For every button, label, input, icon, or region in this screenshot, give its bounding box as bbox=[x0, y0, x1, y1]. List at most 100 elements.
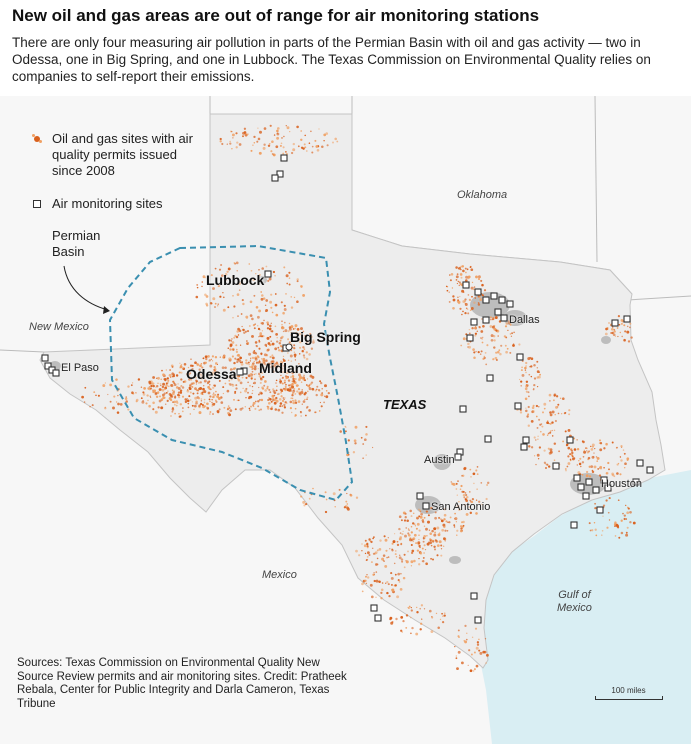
oil-gas-site bbox=[239, 381, 243, 385]
oil-gas-site bbox=[489, 318, 492, 321]
oil-gas-site bbox=[366, 556, 369, 558]
oil-gas-site bbox=[480, 337, 482, 339]
oil-gas-site bbox=[149, 395, 151, 397]
oil-gas-site bbox=[419, 628, 422, 631]
oil-gas-site bbox=[301, 350, 304, 352]
oil-gas-site bbox=[400, 558, 404, 561]
oil-gas-site bbox=[491, 325, 495, 329]
oil-gas-site bbox=[300, 495, 303, 498]
oil-gas-site bbox=[530, 357, 534, 361]
oil-gas-site bbox=[393, 562, 396, 565]
oil-gas-site bbox=[416, 611, 419, 614]
oil-gas-site bbox=[310, 130, 312, 133]
oil-gas-site bbox=[267, 407, 270, 410]
oil-gas-site bbox=[595, 456, 598, 458]
oil-gas-site bbox=[458, 284, 461, 287]
oil-gas-site bbox=[531, 410, 534, 414]
oil-gas-site bbox=[363, 544, 367, 548]
oil-gas-site bbox=[262, 146, 266, 150]
oil-gas-site bbox=[261, 267, 264, 270]
oil-gas-site bbox=[276, 127, 280, 130]
oil-gas-site bbox=[181, 395, 185, 398]
oil-gas-site bbox=[410, 515, 413, 518]
oil-gas-site bbox=[441, 528, 445, 532]
oil-gas-site bbox=[197, 397, 201, 400]
oil-gas-site bbox=[547, 432, 550, 435]
oil-gas-site bbox=[125, 396, 127, 398]
oil-gas-site bbox=[441, 612, 443, 615]
oil-gas-site bbox=[257, 137, 261, 141]
oil-gas-site bbox=[366, 546, 369, 549]
oil-gas-site bbox=[214, 393, 217, 396]
oil-gas-site bbox=[275, 362, 278, 365]
oil-gas-site bbox=[308, 497, 311, 500]
oil-gas-site bbox=[398, 556, 402, 560]
oil-gas-site bbox=[414, 525, 417, 527]
oil-gas-site bbox=[280, 362, 283, 365]
oil-gas-site bbox=[184, 400, 188, 404]
oil-gas-site bbox=[542, 433, 545, 436]
oil-gas-site bbox=[296, 300, 299, 303]
oil-gas-site bbox=[263, 143, 266, 146]
oil-gas-site bbox=[291, 371, 294, 375]
oil-gas-site bbox=[520, 369, 523, 372]
oil-gas-site bbox=[477, 295, 480, 298]
oil-gas-site bbox=[370, 595, 374, 599]
oil-gas-site bbox=[253, 360, 256, 363]
oil-gas-site bbox=[538, 418, 541, 421]
oil-gas-site bbox=[589, 529, 592, 532]
oil-gas-site bbox=[564, 430, 567, 433]
oil-gas-site bbox=[297, 400, 301, 403]
oil-gas-site bbox=[272, 388, 275, 391]
oil-gas-site bbox=[149, 387, 153, 390]
oil-gas-site bbox=[629, 322, 632, 325]
oil-gas-site bbox=[509, 323, 512, 326]
air-monitoring-site bbox=[474, 288, 482, 296]
oil-gas-site bbox=[273, 134, 276, 136]
oil-gas-site bbox=[179, 364, 182, 367]
oil-gas-site bbox=[291, 385, 295, 389]
oil-gas-site bbox=[81, 395, 84, 399]
oil-gas-site bbox=[371, 547, 374, 550]
oil-gas-site bbox=[272, 360, 274, 363]
oil-gas-site bbox=[254, 357, 258, 361]
oil-gas-site bbox=[436, 526, 440, 530]
oil-gas-site bbox=[262, 357, 266, 361]
oil-gas-site bbox=[218, 379, 221, 382]
oil-gas-site bbox=[412, 512, 415, 515]
oil-gas-site bbox=[318, 410, 321, 412]
oil-gas-site bbox=[419, 607, 421, 610]
oil-gas-site bbox=[248, 363, 250, 366]
oil-gas-site bbox=[165, 382, 168, 385]
oil-gas-site bbox=[190, 358, 192, 360]
oil-gas-site bbox=[263, 384, 266, 387]
oil-gas-site bbox=[193, 408, 195, 411]
oil-gas-site bbox=[418, 508, 420, 511]
oil-gas-site bbox=[182, 407, 184, 409]
oil-gas-site bbox=[306, 396, 309, 399]
oil-gas-site bbox=[166, 399, 169, 402]
oil-gas-site bbox=[257, 372, 261, 376]
air-monitoring-site bbox=[474, 616, 482, 624]
oil-gas-site bbox=[457, 300, 461, 304]
oil-gas-site bbox=[400, 572, 402, 575]
oil-gas-site bbox=[546, 434, 549, 436]
oil-gas-site bbox=[242, 131, 245, 135]
oil-gas-site bbox=[164, 379, 167, 382]
air-monitoring-site bbox=[498, 296, 506, 304]
oil-gas-site bbox=[297, 145, 300, 148]
oil-gas-site bbox=[440, 548, 443, 550]
oil-gas-site bbox=[365, 433, 368, 436]
oil-gas-site bbox=[195, 295, 199, 299]
oil-gas-site bbox=[564, 411, 567, 414]
oil-gas-site bbox=[292, 377, 295, 381]
oil-gas-site bbox=[179, 415, 182, 418]
oil-gas-site bbox=[294, 401, 298, 405]
oil-gas-site bbox=[456, 504, 460, 508]
oil-gas-site bbox=[438, 540, 442, 544]
oil-gas-site bbox=[462, 337, 466, 341]
oil-gas-site bbox=[311, 145, 314, 148]
oil-gas-site bbox=[311, 375, 315, 379]
oil-gas-site bbox=[152, 384, 155, 388]
oil-gas-site bbox=[474, 326, 477, 330]
